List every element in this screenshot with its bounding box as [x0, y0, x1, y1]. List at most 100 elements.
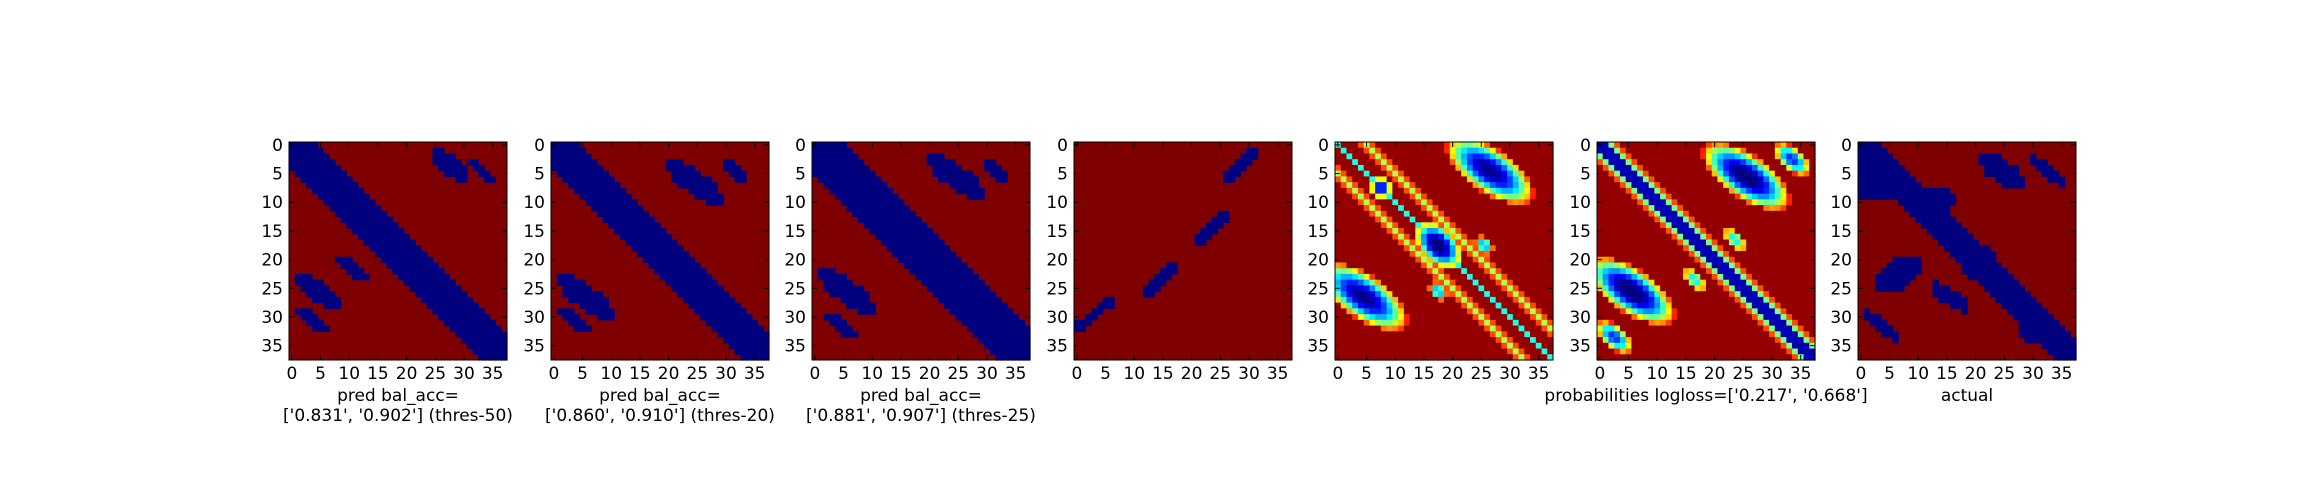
- heatmap-cell: [1501, 325, 1508, 332]
- heatmap-cell: [1346, 199, 1353, 206]
- heatmap-cell: [1415, 268, 1422, 275]
- heatmap-cell: [961, 308, 968, 315]
- heatmap-cell: [1723, 273, 1730, 281]
- heatmap-cell: [1530, 296, 1537, 304]
- heatmap-cell: [1415, 147, 1422, 155]
- heatmap-cell: [1625, 153, 1633, 160]
- heatmap-cell: [903, 210, 911, 218]
- heatmap-cell: [1671, 308, 1678, 315]
- heatmap-cell: [1926, 205, 1934, 212]
- heatmap-cell: [1409, 205, 1416, 212]
- x-tick-label: 10: [1384, 364, 1406, 384]
- heatmap-cell: [892, 193, 899, 200]
- heatmap-cell: [834, 285, 842, 292]
- heatmap-cell: [943, 262, 951, 269]
- heatmap-cell: [1614, 348, 1621, 355]
- heatmap-cell: [1369, 182, 1376, 189]
- heatmap-cell: [1642, 210, 1650, 218]
- heatmap-cell: [1803, 314, 1810, 321]
- heatmap-cell: [1507, 159, 1514, 166]
- heatmap-cell: [1165, 273, 1173, 281]
- heatmap-cell: [1619, 176, 1627, 183]
- heatmap-cell: [1403, 251, 1411, 258]
- heatmap-cell: [978, 319, 985, 327]
- heatmap-cell: [1711, 147, 1719, 155]
- heatmap-cell: [1797, 193, 1805, 200]
- heatmap-cell: [1769, 216, 1776, 223]
- heatmap-cell: [1602, 291, 1610, 298]
- heatmap-cell: [1780, 205, 1787, 212]
- heatmap-cell: [869, 205, 876, 212]
- heatmap-cell: [1631, 176, 1638, 183]
- heatmap-cell: [1426, 251, 1434, 258]
- heatmap-cell: [1631, 273, 1638, 281]
- heatmap-cell: [1426, 268, 1434, 275]
- heatmap-cell: [1426, 164, 1434, 172]
- heatmap-cell: [852, 159, 859, 166]
- heatmap-cell: [1706, 331, 1713, 338]
- heatmap-cell: [1352, 228, 1359, 235]
- heatmap-cell: [1751, 331, 1759, 338]
- heatmap-cell: [1524, 279, 1531, 287]
- heatmap-cell: [1409, 337, 1416, 344]
- heatmap-cell: [619, 187, 627, 195]
- heatmap-cell: [995, 325, 1002, 332]
- heatmap-cell: [1637, 325, 1644, 332]
- heatmap-cell: [415, 268, 422, 275]
- heatmap-cell: [880, 193, 888, 200]
- heatmap-cell: [1507, 337, 1514, 344]
- heatmap-cell: [880, 199, 888, 206]
- heatmap-cell: [1875, 176, 1882, 183]
- heatmap-cell: [1375, 176, 1382, 183]
- heatmap-cell: [1938, 291, 1945, 298]
- heatmap-cell: [1495, 199, 1502, 206]
- heatmap-cell: [1717, 262, 1724, 269]
- heatmap-cell: [1386, 262, 1393, 269]
- heatmap-cell: [1426, 210, 1434, 218]
- heatmap-cell: [1340, 348, 1348, 355]
- heatmap-cell: [961, 279, 968, 287]
- heatmap-cell: [961, 170, 968, 178]
- heatmap-cell: [989, 159, 997, 166]
- heatmap-cell: [1340, 337, 1348, 344]
- heatmap-cell: [1501, 228, 1508, 235]
- heatmap-cell: [1932, 222, 1939, 229]
- heatmap-cell: [1438, 187, 1445, 195]
- heatmap-cell: [682, 251, 690, 258]
- heatmap-cell: [1346, 233, 1353, 241]
- heatmap-cell: [1637, 233, 1644, 241]
- heatmap-cell: [591, 291, 598, 298]
- heatmap-cell: [1688, 285, 1696, 292]
- heatmap-cell: [1921, 193, 1928, 200]
- heatmap-cell: [1955, 302, 1962, 309]
- heatmap-cell: [438, 314, 445, 321]
- heatmap-cell: [1763, 159, 1770, 166]
- heatmap-cell: [1340, 228, 1348, 235]
- heatmap-cell: [943, 245, 951, 252]
- heatmap-cell: [323, 164, 330, 172]
- heatmap-cell: [1608, 216, 1615, 223]
- heatmap-cell: [921, 222, 928, 229]
- heatmap-cell: [1706, 348, 1713, 355]
- heatmap-cell: [1677, 279, 1684, 287]
- heatmap-cell: [1518, 308, 1525, 315]
- heatmap-cell: [688, 273, 696, 281]
- heatmap-cell: [455, 296, 462, 304]
- heatmap-cell: [1786, 245, 1793, 252]
- heatmap-cell: [1700, 176, 1707, 183]
- heatmap-cell: [1780, 331, 1787, 338]
- heatmap-cell: [1415, 216, 1422, 223]
- heatmap-cell: [484, 319, 491, 327]
- heatmap-cell: [1489, 216, 1497, 223]
- heatmap-cell: [1769, 251, 1776, 258]
- heatmap-cell: [1746, 182, 1753, 189]
- heatmap-cell: [1769, 337, 1776, 344]
- heatmap-cell: [1967, 262, 1974, 269]
- heatmap-cell: [1728, 153, 1736, 160]
- heatmap-cell: [1352, 216, 1359, 223]
- heatmap-cell: [1711, 187, 1719, 195]
- heatmap-cell: [1642, 245, 1650, 252]
- heatmap-cell: [1660, 273, 1667, 281]
- heatmap-cell: [1619, 170, 1627, 178]
- heatmap-cell: [1769, 331, 1776, 338]
